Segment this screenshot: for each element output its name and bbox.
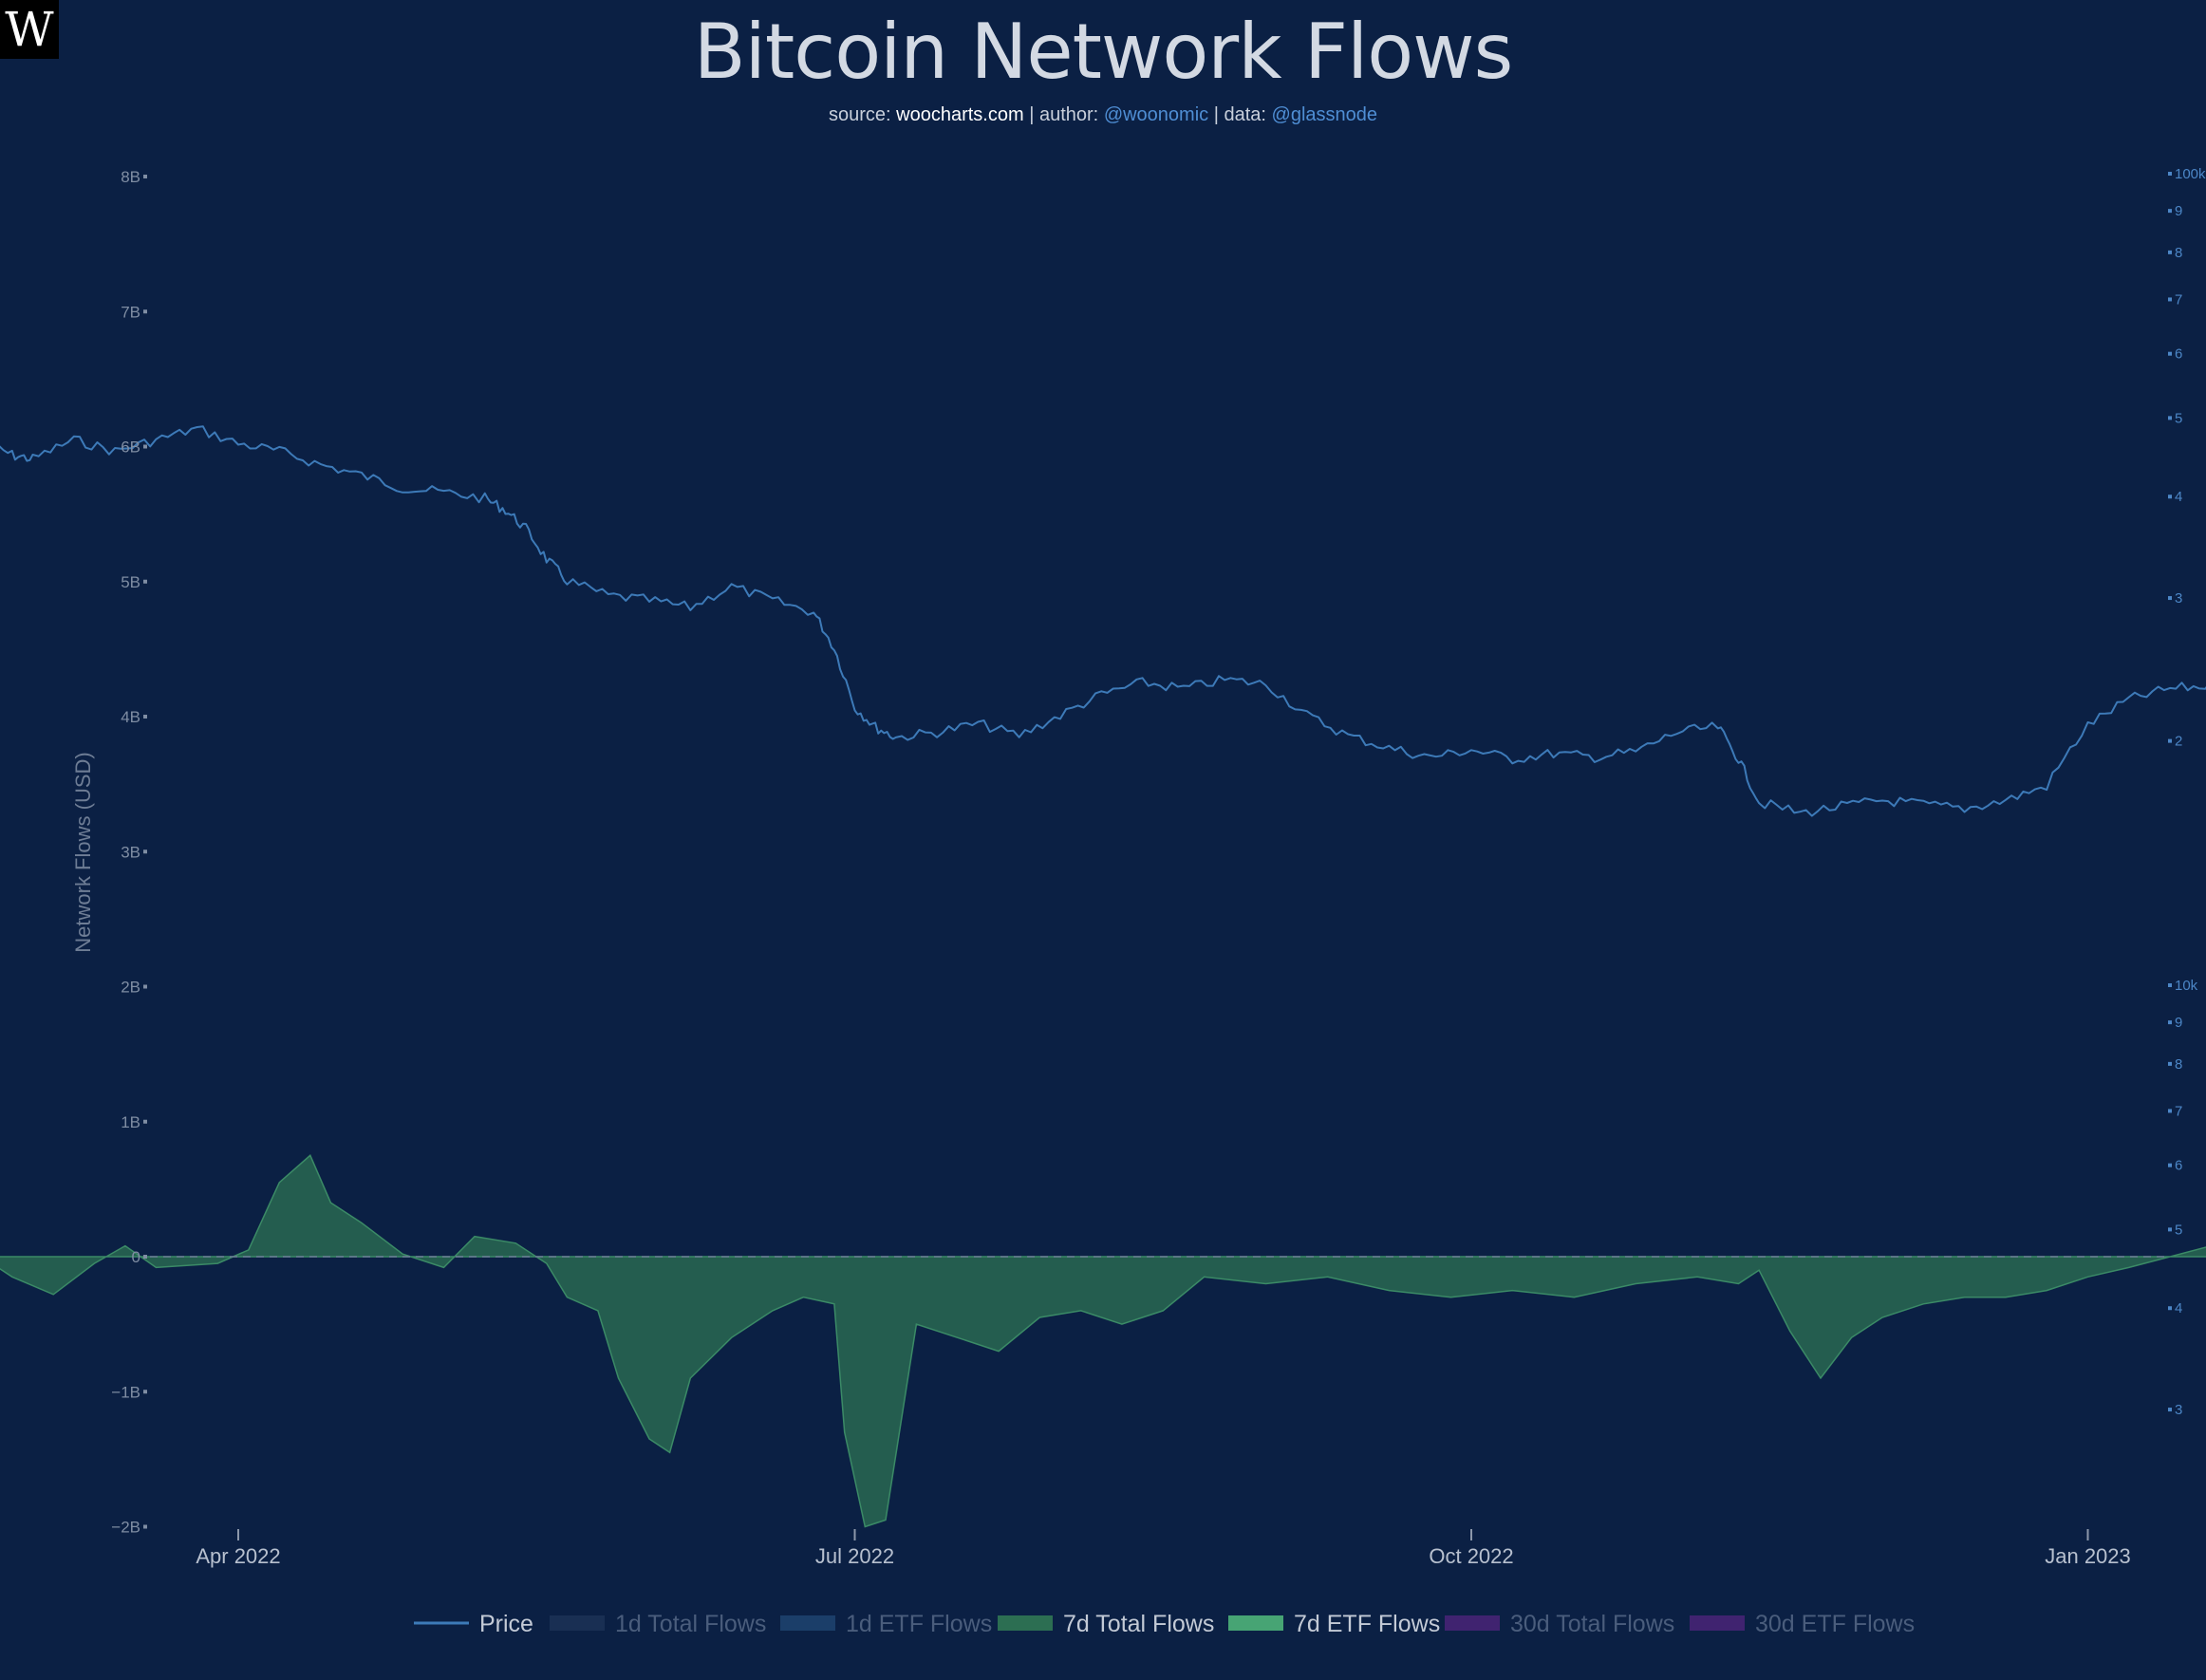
legend-label: 7d Total Flows xyxy=(1063,1611,1214,1637)
y2-tick-label: 4 xyxy=(2175,1300,2182,1316)
y2-tick-mark xyxy=(2168,495,2172,499)
y-tick-mark xyxy=(143,579,147,584)
y2-tick-label: 9 xyxy=(2175,203,2182,219)
y-tick-mark xyxy=(143,715,147,719)
y2-tick-label: 5 xyxy=(2175,410,2182,426)
y2-tick-mark xyxy=(2168,1061,2172,1066)
y2-tick-label: 7 xyxy=(2175,291,2182,308)
woocharts-logo: W xyxy=(0,0,59,59)
y2-tick-label: 4 xyxy=(2175,489,2182,505)
y-tick-mark xyxy=(143,175,147,178)
legend-label: 1d Total Flows xyxy=(615,1611,766,1637)
y-tick-label: 3B xyxy=(121,843,140,861)
y2-tick-mark xyxy=(2168,1163,2172,1167)
y2-tick-label: 7 xyxy=(2175,1103,2182,1119)
y2-tick-mark xyxy=(2168,1306,2172,1311)
x-tick-label: Oct 2022 xyxy=(1429,1544,1513,1568)
source-label: source: xyxy=(829,104,891,125)
y2-tick-mark xyxy=(2168,1109,2172,1113)
y-tick-mark xyxy=(143,984,147,989)
price-line xyxy=(0,425,2206,817)
y2-tick-label: 6 xyxy=(2175,346,2182,363)
x-tick-label: Apr 2022 xyxy=(196,1544,280,1568)
y2-tick-mark xyxy=(2168,416,2172,420)
legend-label: 30d ETF Flows xyxy=(1755,1611,1915,1637)
y2-tick-label: 8 xyxy=(2175,1056,2182,1073)
y-tick-label: 8B xyxy=(121,168,140,186)
source-link[interactable]: woocharts.com xyxy=(896,104,1024,125)
legend-swatch-area xyxy=(780,1615,835,1631)
right-y-axis: 100k 9 8 7 6 5 4 3 2 10k 9 8 7 6 5 4 3 xyxy=(2168,166,2206,1418)
legend-swatch-area xyxy=(998,1615,1053,1631)
legend-label: 30d Total Flows xyxy=(1510,1611,1674,1637)
y2-tick-mark xyxy=(2168,209,2172,214)
legend-swatch-area xyxy=(1228,1615,1283,1631)
author-link[interactable]: @woonomic xyxy=(1103,104,1209,125)
y2-tick-mark xyxy=(2168,250,2172,254)
chart-title: Bitcoin Network Flows xyxy=(693,8,1514,96)
y2-tick-label: 2 xyxy=(2175,734,2182,750)
legend-item[interactable]: 30d Total Flows xyxy=(1445,1611,1674,1637)
y-tick-label: 0 xyxy=(132,1248,140,1266)
legend-label: 7d ETF Flows xyxy=(1294,1611,1440,1637)
y-tick-mark xyxy=(143,849,147,854)
legend-label: Price xyxy=(479,1611,533,1637)
chart-subtitle: source: woocharts.com | author: @woonomi… xyxy=(0,104,2206,126)
left-y-axis: 8B 7B 6B 5B 4B 3B 2B 1B 0 −1B −2B xyxy=(111,168,147,1537)
legend-swatch-area xyxy=(550,1615,605,1631)
y-tick-mark xyxy=(143,1119,147,1124)
y-tick-mark xyxy=(143,444,147,449)
y-tick-mark xyxy=(143,1255,147,1259)
y2-tick-mark xyxy=(2168,983,2172,987)
y-tick-label: 2B xyxy=(121,979,140,997)
flows-area-group xyxy=(0,1154,2206,1528)
y-tick-label: −2B xyxy=(111,1519,140,1537)
legend-item[interactable]: 1d Total Flows xyxy=(550,1611,766,1637)
y2-tick-label: 3 xyxy=(2175,590,2182,607)
y2-tick-mark xyxy=(2168,1408,2172,1412)
y-tick-label: 6B xyxy=(121,439,140,457)
y-tick-mark xyxy=(143,1390,147,1394)
legend-label: 1d ETF Flows xyxy=(846,1611,992,1637)
legend-item[interactable]: 7d Total Flows xyxy=(998,1611,1214,1637)
legend-item[interactable]: 7d ETF Flows xyxy=(1228,1611,1440,1637)
y-tick-label: 1B xyxy=(121,1113,140,1131)
y2-tick-mark xyxy=(2168,351,2172,356)
y-tick-label: −1B xyxy=(111,1383,140,1401)
y2-tick-label: 9 xyxy=(2175,1015,2182,1031)
y-tick-mark xyxy=(143,309,147,314)
y-tick-label: 7B xyxy=(121,303,140,321)
y2-tick-label: 3 xyxy=(2175,1402,2182,1418)
x-tick-label: Jan 2023 xyxy=(2045,1544,2131,1568)
x-tick-label: Jul 2022 xyxy=(815,1544,894,1568)
price-line-group xyxy=(0,425,2206,817)
flow-area-7d-total xyxy=(0,1154,2206,1528)
legend-swatch-area xyxy=(1445,1615,1500,1631)
data-label: | data: xyxy=(1213,104,1266,125)
y2-tick-mark xyxy=(2168,297,2172,302)
data-source-link[interactable]: @glassnode xyxy=(1271,104,1377,125)
author-label: | author: xyxy=(1029,104,1099,125)
legend-item[interactable]: Price xyxy=(414,1611,533,1637)
y2-tick-label: 100k xyxy=(2175,166,2206,182)
y2-tick-label: 8 xyxy=(2175,245,2182,261)
legend-item[interactable]: 1d ETF Flows xyxy=(780,1611,992,1637)
y2-tick-label: 10k xyxy=(2175,978,2198,994)
y2-tick-mark xyxy=(2168,596,2172,601)
y2-tick-label: 5 xyxy=(2175,1222,2182,1238)
legend-item[interactable]: 30d ETF Flows xyxy=(1690,1611,1915,1637)
y2-tick-mark xyxy=(2168,1227,2172,1232)
y2-tick-label: 6 xyxy=(2175,1158,2182,1174)
y-tick-mark xyxy=(143,1524,147,1529)
y2-tick-mark xyxy=(2168,1020,2172,1025)
y-axis-label: Network Flows (USD) xyxy=(71,752,95,952)
legend: Price 1d Total Flows 1d ETF Flows 7d Total … xyxy=(414,1611,1915,1637)
y-tick-label: 4B xyxy=(121,708,140,726)
y-tick-label: 5B xyxy=(121,573,140,591)
y2-tick-mark xyxy=(2168,738,2172,743)
legend-swatch-area xyxy=(1690,1615,1745,1631)
y2-tick-mark xyxy=(2168,172,2172,176)
